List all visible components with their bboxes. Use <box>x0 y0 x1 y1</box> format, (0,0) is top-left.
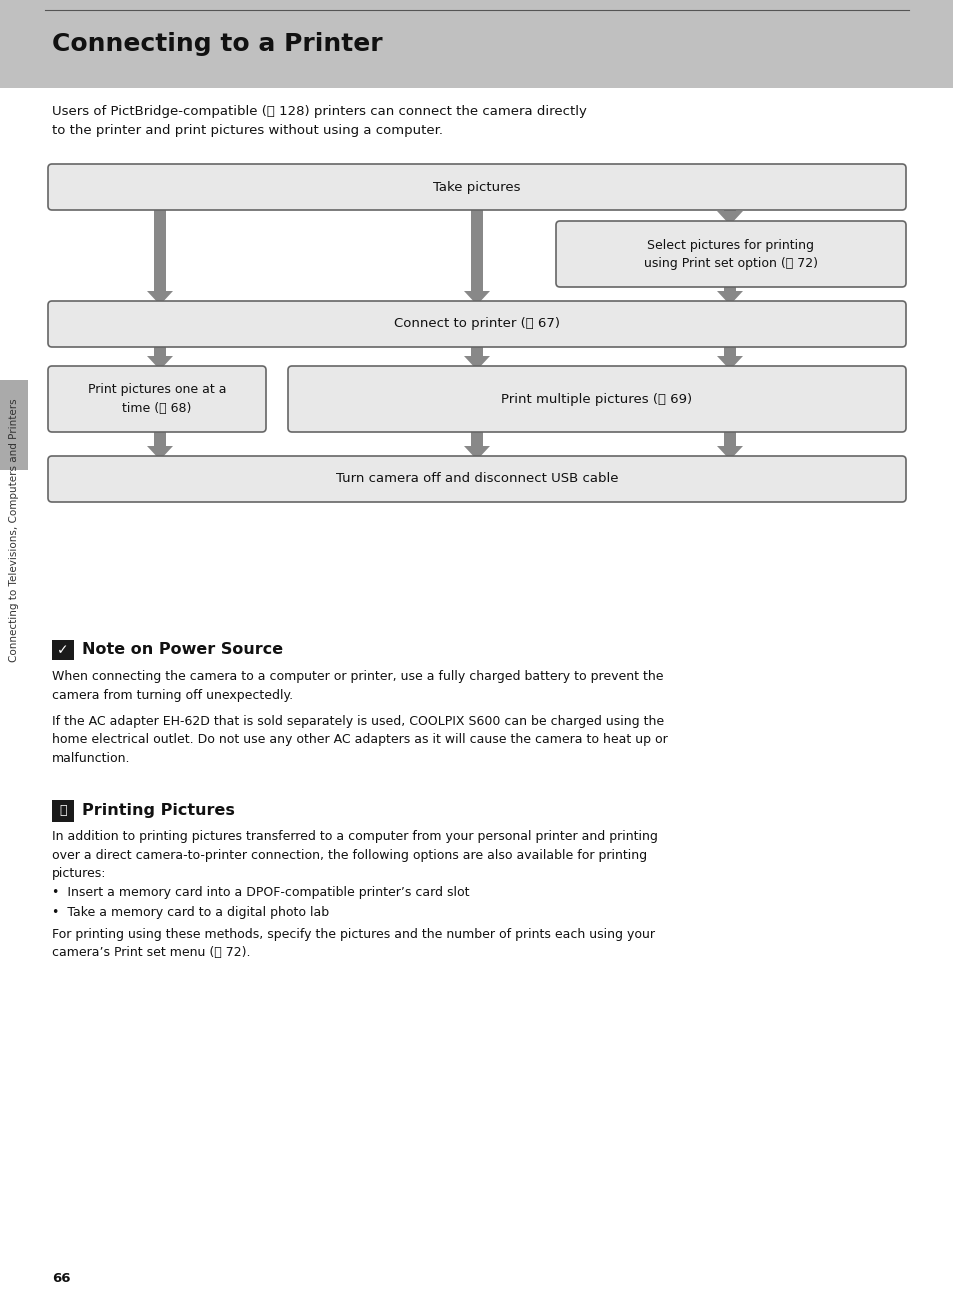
Bar <box>52 640 74 660</box>
Text: Print pictures one at a
time (ⓧ 68): Print pictures one at a time (ⓧ 68) <box>88 384 226 414</box>
Text: Turn camera off and disconnect USB cable: Turn camera off and disconnect USB cable <box>335 473 618 485</box>
Text: If the AC adapter EH-62D that is sold separately is used, COOLPIX S600 can be ch: If the AC adapter EH-62D that is sold se… <box>52 715 667 765</box>
Text: Ⓠ: Ⓠ <box>59 804 67 817</box>
FancyBboxPatch shape <box>48 367 266 432</box>
Bar <box>0 380 28 470</box>
Text: 66: 66 <box>52 1272 71 1285</box>
Text: ✓: ✓ <box>57 643 69 657</box>
Text: Print multiple pictures (ⓧ 69): Print multiple pictures (ⓧ 69) <box>501 393 692 406</box>
Bar <box>471 206 482 290</box>
Text: •  Take a memory card to a digital photo lab: • Take a memory card to a digital photo … <box>52 905 329 918</box>
Text: Connect to printer (ⓧ 67): Connect to printer (ⓧ 67) <box>394 318 559 331</box>
Text: Select pictures for printing
using Print set option (ⓧ 72): Select pictures for printing using Print… <box>643 239 817 269</box>
FancyBboxPatch shape <box>48 301 905 347</box>
Text: When connecting the camera to a computer or printer, use a fully charged battery: When connecting the camera to a computer… <box>52 670 662 702</box>
Polygon shape <box>147 445 172 460</box>
Polygon shape <box>463 356 490 371</box>
Polygon shape <box>463 445 490 460</box>
Bar <box>471 428 482 445</box>
Text: In addition to printing pictures transferred to a computer from your personal pr: In addition to printing pictures transfe… <box>52 830 658 880</box>
Text: Users of PictBridge-compatible (ⓧ 128) printers can connect the camera directly
: Users of PictBridge-compatible (ⓧ 128) p… <box>52 105 586 137</box>
Bar <box>723 428 735 445</box>
Text: Connecting to Televisions, Computers and Printers: Connecting to Televisions, Computers and… <box>9 398 19 662</box>
FancyBboxPatch shape <box>288 367 905 432</box>
Bar <box>0 0 953 88</box>
Polygon shape <box>717 212 742 225</box>
Bar <box>723 343 735 356</box>
Bar <box>471 343 482 356</box>
Polygon shape <box>717 356 742 371</box>
Bar <box>52 800 74 823</box>
Text: For printing using these methods, specify the pictures and the number of prints : For printing using these methods, specif… <box>52 928 655 959</box>
Bar <box>153 428 166 445</box>
FancyBboxPatch shape <box>48 456 905 502</box>
Polygon shape <box>717 290 742 305</box>
Polygon shape <box>717 445 742 460</box>
Bar <box>153 343 166 356</box>
Polygon shape <box>147 290 172 305</box>
FancyBboxPatch shape <box>556 221 905 286</box>
Text: Take pictures: Take pictures <box>433 180 520 193</box>
Polygon shape <box>463 290 490 305</box>
Text: Printing Pictures: Printing Pictures <box>82 803 234 819</box>
Bar <box>723 283 735 290</box>
Bar <box>153 206 166 290</box>
Text: •  Insert a memory card into a DPOF-compatible printer’s card slot: • Insert a memory card into a DPOF-compa… <box>52 886 469 899</box>
Text: Note on Power Source: Note on Power Source <box>82 643 283 657</box>
FancyBboxPatch shape <box>48 164 905 210</box>
Text: Connecting to a Printer: Connecting to a Printer <box>52 32 382 57</box>
Bar <box>723 206 735 212</box>
Polygon shape <box>147 356 172 371</box>
